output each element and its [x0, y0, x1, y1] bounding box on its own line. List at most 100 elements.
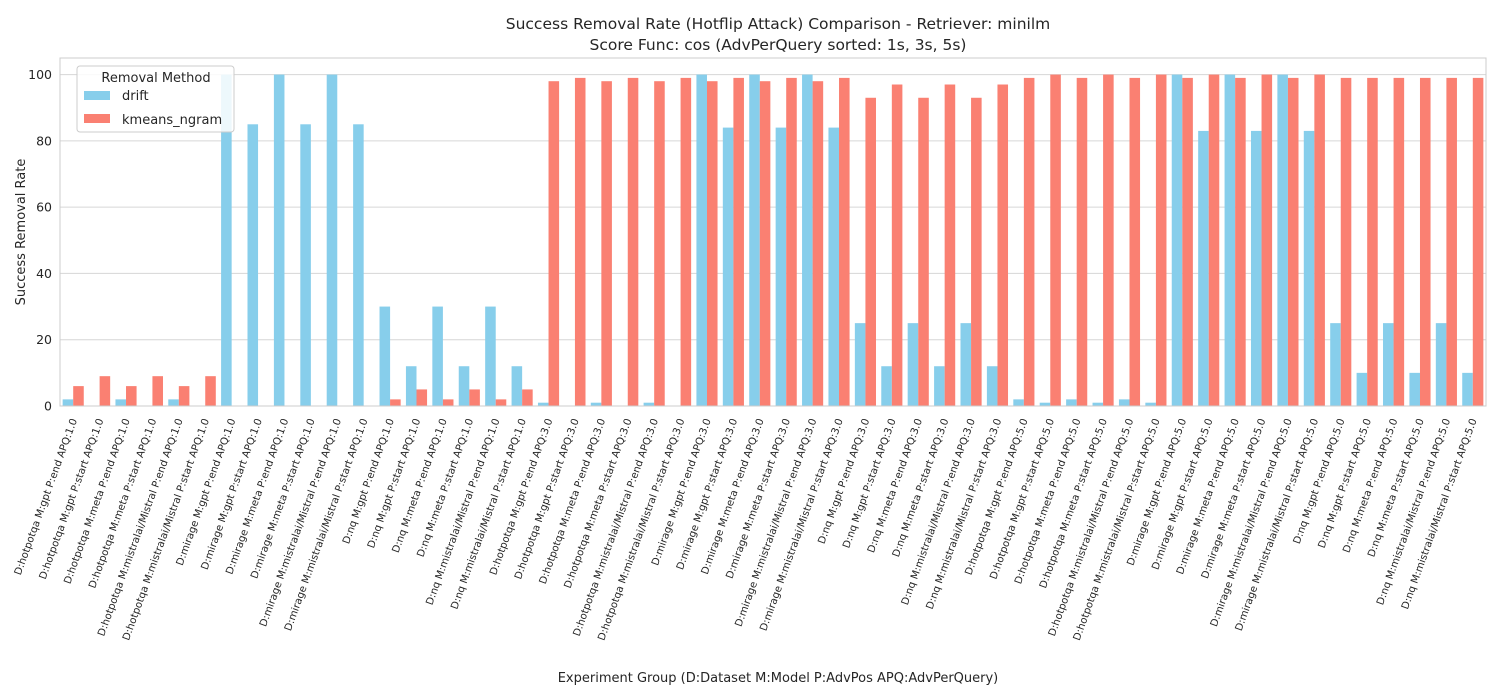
bar-kmeans-ngram: [1155, 74, 1167, 406]
bar-kmeans-ngram: [786, 77, 797, 406]
bar-kmeans-ngram: [442, 399, 454, 406]
bar-kmeans-ngram: [548, 81, 560, 406]
bar-kmeans-ngram: [1314, 74, 1325, 406]
bar-drift: [1435, 323, 1447, 406]
y-tick-label: 100: [28, 67, 52, 82]
bar-drift: [353, 124, 364, 406]
bar-drift: [1066, 399, 1077, 406]
bar-kmeans-ngram: [971, 97, 982, 407]
bar-drift: [326, 74, 338, 406]
bar-kmeans-ngram: [1235, 77, 1246, 406]
bar-kmeans-ngram: [1419, 77, 1431, 406]
bar-drift: [273, 74, 285, 406]
bar-drift: [168, 399, 179, 406]
bar-drift: [511, 366, 523, 406]
y-tick-label: 60: [36, 200, 52, 215]
legend: Removal Method drift kmeans_ngram: [76, 65, 235, 133]
bar-drift: [1145, 402, 1156, 406]
bar-kmeans-ngram: [1393, 77, 1405, 406]
bar-kmeans-ngram: [390, 399, 401, 406]
legend-title: Removal Method: [101, 71, 210, 86]
bar-kmeans-ngram: [627, 77, 639, 406]
bar-drift: [1303, 130, 1315, 406]
y-tick-label: 20: [36, 332, 52, 347]
bar-drift: [775, 127, 787, 406]
legend-label-kmeans-ngram: kmeans_ngram: [122, 113, 222, 128]
bar-kmeans-ngram: [865, 97, 876, 407]
y-tick-label: 40: [36, 266, 52, 281]
bar-drift: [300, 124, 311, 406]
bar-kmeans-ngram: [1208, 74, 1220, 406]
bar-drift: [802, 74, 813, 406]
bar-drift: [1039, 402, 1051, 406]
bar-drift: [62, 399, 74, 406]
bar-kmeans-ngram: [1023, 77, 1035, 406]
bar-kmeans-ngram: [1287, 77, 1299, 406]
bar-kmeans-ngram: [469, 389, 480, 406]
bar-drift: [643, 402, 655, 406]
bar-drift: [749, 74, 760, 406]
bar-drift: [907, 323, 919, 406]
bar-kmeans-ngram: [522, 389, 533, 406]
x-axis-label: Experiment Group (D:Dataset M:Model P:Ad…: [558, 671, 999, 686]
legend-label-drift: drift: [122, 89, 149, 104]
chart-subtitle: Score Func: cos (AdvPerQuery sorted: 1s,…: [590, 36, 967, 54]
y-tick-label: 80: [36, 133, 52, 148]
bar-drift: [960, 323, 972, 406]
bar-kmeans-ngram: [1367, 77, 1378, 406]
bar-kmeans-ngram: [706, 81, 718, 406]
bar-drift: [1277, 74, 1288, 406]
legend-swatch-kmeans-ngram: [84, 114, 110, 123]
bar-kmeans-ngram: [839, 77, 850, 406]
bar-kmeans-ngram: [416, 389, 428, 406]
bar-kmeans-ngram: [99, 376, 111, 406]
bar-drift: [1250, 130, 1262, 406]
bar-kmeans-ngram: [178, 386, 190, 406]
bar-drift: [1118, 399, 1130, 406]
bar-drift: [1462, 372, 1473, 406]
bar-drift: [247, 124, 259, 406]
bar-kmeans-ngram: [1103, 74, 1114, 406]
bar-kmeans-ngram: [574, 77, 586, 406]
bar-kmeans-ngram: [680, 77, 692, 406]
bar-kmeans-ngram: [812, 81, 824, 406]
bar-drift: [1330, 323, 1341, 406]
bar-kmeans-ngram: [205, 376, 216, 406]
bars: [62, 74, 1484, 407]
bar-kmeans-ngram: [733, 77, 744, 406]
y-tick-label: 0: [44, 399, 52, 414]
bar-kmeans-ngram: [1446, 77, 1457, 406]
legend-swatch-drift: [84, 91, 110, 100]
bar-drift: [828, 127, 840, 406]
bar-kmeans-ngram: [126, 386, 137, 406]
bar-drift: [1013, 399, 1024, 406]
bar-drift: [1092, 402, 1104, 406]
chart-title: Success Removal Rate (Hotflip Attack) Co…: [506, 15, 1051, 33]
bar-drift: [590, 402, 602, 406]
bar-kmeans-ngram: [1340, 77, 1352, 406]
bar-kmeans-ngram: [918, 97, 929, 407]
bar-kmeans-ngram: [1076, 77, 1088, 406]
bar-kmeans-ngram: [1050, 74, 1061, 406]
bar-drift: [1409, 372, 1420, 406]
bar-kmeans-ngram: [891, 84, 903, 406]
bar-kmeans-ngram: [1472, 77, 1484, 406]
bar-kmeans-ngram: [495, 399, 507, 406]
bar-drift: [115, 399, 127, 406]
bar-drift: [1356, 372, 1368, 406]
bar-kmeans-ngram: [601, 81, 612, 406]
bar-drift: [722, 127, 734, 406]
y-tick-labels: 0 20 40 60 80 100: [28, 67, 52, 413]
y-axis-label: Success Removal Rate: [14, 159, 29, 306]
bar-drift: [986, 366, 998, 406]
bar-drift: [854, 323, 866, 406]
legend-box: [76, 65, 235, 133]
bar-drift: [1171, 74, 1183, 406]
bar-drift: [485, 306, 496, 406]
bar-kmeans-ngram: [997, 84, 1009, 406]
bar-kmeans-ngram: [759, 81, 771, 406]
bar-drift: [405, 366, 417, 406]
bar-kmeans-ngram: [654, 81, 665, 406]
bar-drift: [1224, 74, 1236, 406]
